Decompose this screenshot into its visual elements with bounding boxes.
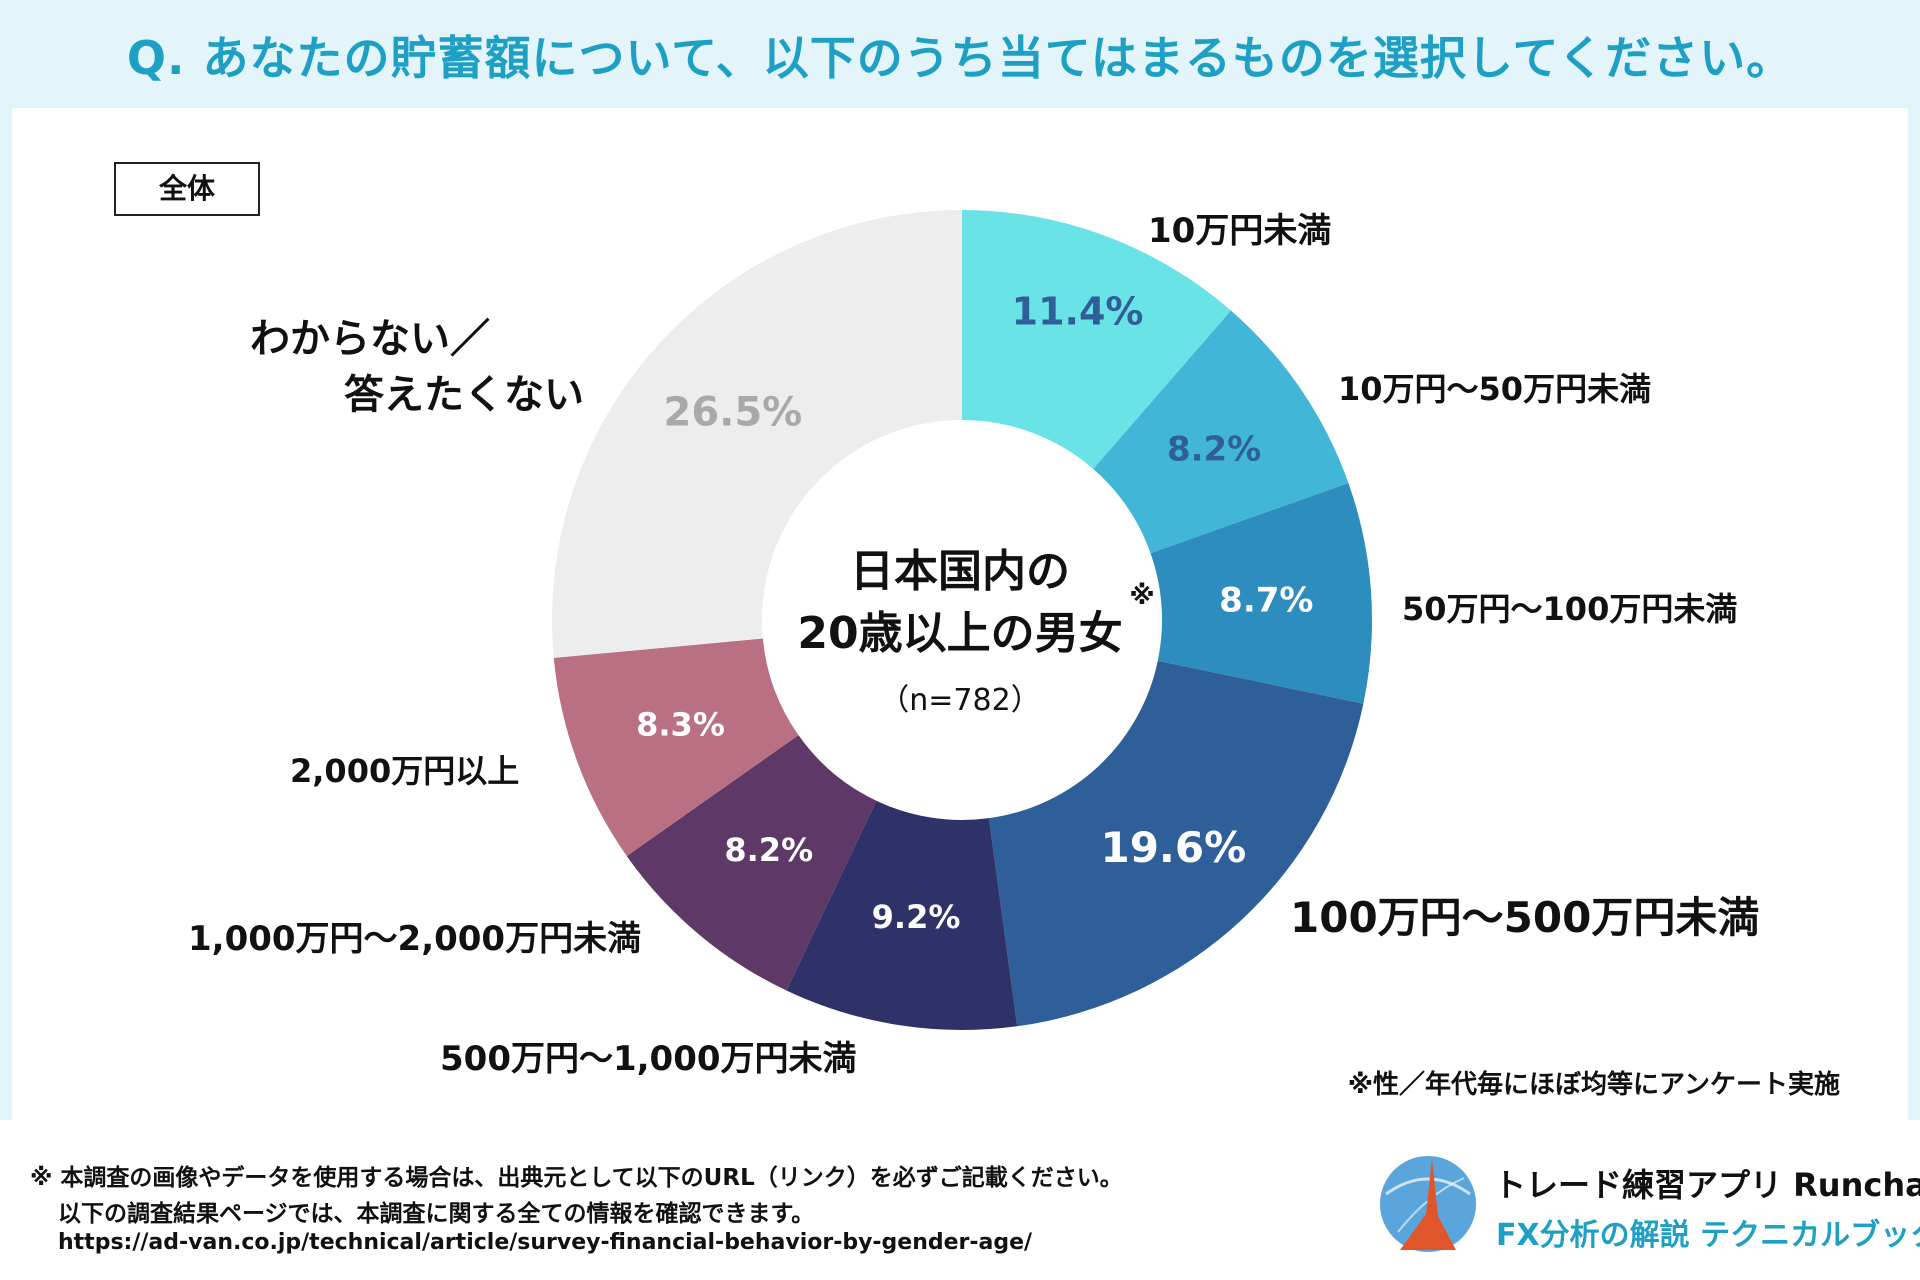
slice-value-label-4: 19.6% [1100, 823, 1246, 872]
usage-note: ※ 本調査の画像やデータを使用する場合は、出典元として以下のURL（リンク）を必… [30, 1165, 1123, 1191]
center-title-line1: 日本国内の [850, 546, 1070, 597]
center-mark: ※ [1129, 581, 1154, 611]
slice-value-label-2: 8.2% [1167, 430, 1261, 470]
page-title: Q. あなたの貯蓄額について、以下のうち当てはまるものを選択してください。 [126, 31, 1794, 85]
donut-slice-3 [1150, 483, 1372, 704]
category-label-3: 50万円～100万円未満 [1402, 590, 1737, 628]
brand-name: トレード練習アプリ Runcha [1494, 1166, 1920, 1204]
runcha-logo-icon [1380, 1156, 1476, 1252]
slice-value-label-8: 26.5% [663, 390, 802, 436]
donut-slice-2 [1093, 310, 1349, 554]
donut-slice-7 [553, 638, 799, 857]
category-label-1: 10万円未満 [1148, 211, 1331, 251]
center-sample-size: （n=782） [879, 683, 1040, 718]
category-label-7: 2,000万円以上 [290, 752, 519, 790]
donut-slice-6 [626, 735, 877, 991]
donut-slice-1 [962, 210, 1231, 470]
footer [0, 1120, 1920, 1280]
category-label-2: 10万円～50万円未満 [1338, 370, 1651, 408]
category-label-5: 500万円～1,000万円未満 [440, 1039, 857, 1079]
source-url-link[interactable]: https://ad-van.co.jp/technical/article/s… [58, 1230, 1033, 1255]
slice-value-label-1: 11.4% [1012, 290, 1144, 334]
survey-note: ※性／年代毎にほぼ均等にアンケート実施 [1347, 1070, 1840, 1100]
donut-slice-8 [552, 210, 962, 658]
scope-label: 全体 [114, 162, 260, 216]
donut-slice-5 [786, 800, 1018, 1030]
center-title-line2: 20歳以上の男女 [797, 608, 1122, 659]
slice-value-label-7: 8.3% [636, 705, 725, 743]
brand-subtitle: FX分析の解説 テクニカルブック [1496, 1218, 1920, 1253]
slice-value-label-5: 9.2% [872, 898, 961, 936]
category-label-8-line1: わからない／ [250, 316, 490, 362]
donut-slice-4 [988, 660, 1364, 1027]
category-label-8-line2: 答えたくない [344, 372, 584, 418]
category-label-6: 1,000万円～2,000万円未満 [188, 919, 641, 959]
info-note: 以下の調査結果ページでは、本調査に関する全ての情報を確認できます。 [58, 1201, 815, 1227]
slice-value-label-6: 8.2% [724, 831, 813, 869]
category-label-4: 100万円～500万円未満 [1290, 893, 1759, 942]
slice-value-label-3: 8.7% [1219, 581, 1313, 621]
